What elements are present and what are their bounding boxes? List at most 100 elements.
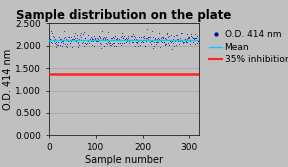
Point bbox=[56, 41, 60, 43]
Point bbox=[79, 36, 84, 38]
Point bbox=[66, 35, 71, 38]
Point bbox=[153, 42, 158, 45]
Point bbox=[81, 41, 86, 44]
Point bbox=[51, 39, 56, 42]
Point bbox=[85, 39, 90, 41]
Point bbox=[131, 35, 136, 38]
Point bbox=[75, 42, 80, 44]
Point bbox=[165, 33, 169, 35]
Point bbox=[52, 42, 57, 44]
Point bbox=[62, 30, 66, 33]
Point bbox=[182, 41, 187, 44]
Point bbox=[158, 40, 163, 43]
Point bbox=[163, 36, 168, 39]
Point bbox=[193, 32, 197, 35]
Point bbox=[80, 39, 84, 42]
Point bbox=[57, 39, 62, 42]
Point bbox=[84, 43, 89, 45]
Point bbox=[190, 36, 195, 39]
Point bbox=[111, 41, 115, 44]
Point bbox=[128, 39, 132, 41]
Point bbox=[113, 34, 118, 37]
Point bbox=[156, 40, 161, 43]
Point bbox=[141, 36, 146, 39]
Point bbox=[134, 37, 138, 40]
Point bbox=[165, 31, 170, 34]
Point bbox=[142, 36, 146, 39]
Point bbox=[180, 31, 185, 34]
Point bbox=[73, 40, 78, 42]
Point bbox=[103, 36, 107, 39]
Point bbox=[90, 44, 95, 46]
Point bbox=[61, 40, 65, 43]
Point bbox=[115, 37, 120, 39]
Point bbox=[173, 39, 177, 41]
Point bbox=[181, 41, 185, 44]
Point bbox=[105, 39, 110, 42]
Point bbox=[190, 36, 194, 38]
Point bbox=[124, 37, 128, 40]
Point bbox=[58, 41, 63, 44]
Point bbox=[95, 40, 99, 43]
Point bbox=[160, 41, 164, 43]
Point bbox=[151, 36, 156, 38]
Point bbox=[101, 37, 105, 39]
Point bbox=[139, 36, 143, 39]
Point bbox=[87, 39, 92, 42]
Point bbox=[124, 40, 129, 43]
Point bbox=[166, 44, 171, 47]
Point bbox=[159, 37, 164, 39]
Point bbox=[185, 41, 190, 43]
Point bbox=[154, 40, 158, 43]
Point bbox=[103, 35, 108, 38]
Point bbox=[100, 30, 105, 32]
Point bbox=[101, 38, 106, 40]
Point bbox=[175, 40, 180, 42]
Point bbox=[135, 40, 139, 43]
Point bbox=[186, 36, 191, 39]
Point bbox=[178, 37, 183, 40]
Point bbox=[100, 39, 104, 42]
Point bbox=[140, 41, 145, 44]
Point bbox=[128, 35, 133, 38]
Point bbox=[162, 40, 166, 43]
Point bbox=[74, 39, 78, 42]
Point bbox=[55, 38, 60, 41]
Point bbox=[109, 36, 114, 39]
Point bbox=[125, 35, 130, 37]
Point bbox=[64, 38, 69, 41]
Point bbox=[107, 42, 111, 45]
Point bbox=[163, 42, 167, 45]
Point bbox=[108, 44, 113, 46]
Point bbox=[178, 39, 182, 42]
Point bbox=[62, 42, 67, 45]
Point bbox=[116, 38, 121, 41]
Legend: O.D. 414 nm, Mean, 35% inhibition: O.D. 414 nm, Mean, 35% inhibition bbox=[209, 30, 288, 64]
Point bbox=[70, 46, 75, 48]
Point bbox=[193, 36, 198, 39]
Point bbox=[54, 42, 58, 45]
Point bbox=[123, 38, 128, 41]
Point bbox=[142, 34, 147, 37]
Point bbox=[143, 40, 148, 43]
Point bbox=[83, 41, 87, 44]
Point bbox=[179, 38, 183, 41]
Point bbox=[195, 35, 200, 38]
Point bbox=[145, 36, 150, 38]
Point bbox=[73, 37, 77, 40]
Point bbox=[155, 38, 160, 41]
Title: Sample distribution on the plate: Sample distribution on the plate bbox=[16, 9, 232, 22]
Point bbox=[56, 44, 60, 47]
Point bbox=[153, 37, 158, 40]
Point bbox=[156, 36, 160, 39]
Point bbox=[74, 34, 79, 36]
Point bbox=[147, 41, 152, 43]
Point bbox=[177, 39, 182, 42]
Point bbox=[97, 34, 101, 37]
Point bbox=[59, 45, 64, 47]
Point bbox=[86, 42, 91, 45]
Point bbox=[101, 36, 106, 38]
Point bbox=[138, 39, 143, 42]
Point bbox=[76, 40, 80, 43]
Point bbox=[118, 43, 123, 46]
